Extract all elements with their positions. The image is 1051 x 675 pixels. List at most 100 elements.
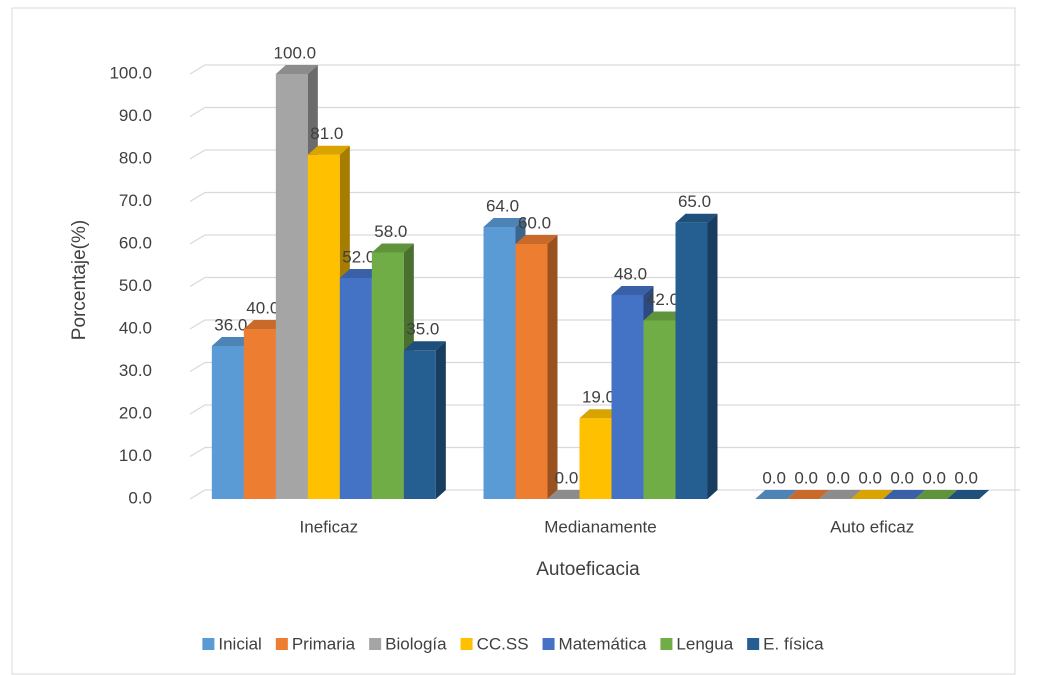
bar-top [243,320,286,329]
grid-line [189,361,1020,373]
bar [611,295,644,499]
legend-label: CC.SS [477,634,529,653]
y-tick-label: 100.0 [109,63,152,82]
bar-top [211,337,254,346]
value-label: 0.0 [762,468,786,487]
value-label: 64.0 [486,196,519,215]
bar [675,222,708,499]
value-label: 52.0 [342,247,375,266]
value-label: 36.0 [214,315,247,334]
bar-top [643,311,686,321]
bar [403,350,436,499]
bar-side [547,235,558,499]
bar-top [675,213,718,223]
y-axis-title: Porcentaje(%) [69,220,90,340]
bar-top [275,65,318,74]
value-label: 0.0 [826,468,850,487]
bar-top [483,218,526,227]
grid-line [189,234,1020,245]
bar-top [307,145,350,155]
grid-line [189,64,1020,75]
bar-top [371,243,414,253]
y-tick-label: 10.0 [119,446,152,465]
bar-top [579,409,622,419]
legend-swatch [660,638,673,650]
value-label: 60.0 [518,213,551,232]
y-tick-label: 80.0 [119,148,152,167]
bar-top [755,490,798,499]
value-label: 65.0 [678,192,711,211]
bar-top [819,490,862,499]
bar-top [403,341,446,351]
value-label: 0.0 [794,468,818,487]
grid-line [189,191,1020,203]
value-label: 0.0 [555,468,579,487]
value-label: 48.0 [614,264,647,283]
bar-top [515,235,558,244]
grid-line [189,276,1020,288]
bar-side [435,341,446,499]
bar [643,320,676,499]
legend-label: Inicial [218,634,261,653]
value-label: 35.0 [406,320,439,339]
bar-top [339,269,382,278]
legend-label: Biología [385,634,447,653]
bar [515,244,548,499]
value-label: 0.0 [890,468,914,487]
bar-top [915,490,958,499]
y-tick-label: 0.0 [128,488,152,507]
legend-swatch [275,638,288,650]
y-tick-label: 20.0 [119,403,152,422]
y-tick-label: 50.0 [119,276,152,295]
legend-label: Matemática [559,634,647,653]
bar [307,154,340,499]
y-tick-label: 90.0 [119,106,152,125]
value-label: 81.0 [310,124,343,143]
bar-side [707,213,718,499]
legend-swatch [747,638,760,650]
grid-line [189,404,1020,415]
bar [275,74,308,499]
bar-top [547,490,590,499]
bar-top [851,490,894,499]
value-label: 42.0 [646,290,679,309]
bar-top [611,286,654,295]
bar [211,346,244,499]
value-label: 40.0 [246,298,279,317]
grid-line [189,106,1020,118]
value-label: 0.0 [954,468,978,487]
legend-swatch [202,638,215,650]
x-tick-label: Medianamente [544,517,656,536]
grid-line [189,489,1020,500]
bar [371,252,404,499]
bar-top [947,490,990,499]
grid-line [189,149,1020,160]
legend-label: Lengua [676,634,733,653]
legend-swatch [369,638,382,650]
value-label: 58.0 [374,222,407,241]
x-axis-title: Autoeficacia [536,559,640,580]
value-label: 19.0 [582,388,615,407]
bar [483,227,516,499]
bar [579,418,612,499]
grid-line [189,446,1020,458]
legend-swatch [542,638,555,650]
legend-label: Primaria [292,634,356,653]
y-tick-label: 30.0 [119,361,152,380]
bar-top [883,490,926,499]
value-label: 100.0 [274,43,317,62]
x-tick-label: Auto eficaz [830,517,914,536]
y-tick-label: 70.0 [119,191,152,210]
x-tick-label: Ineficaz [300,517,359,536]
legend-swatch [460,638,473,650]
bar [339,278,372,499]
value-label: 0.0 [858,468,882,487]
value-label: 0.0 [922,468,946,487]
bar [243,329,276,499]
y-tick-label: 60.0 [119,233,152,252]
grid-line [189,319,1020,330]
bar-top [787,490,830,499]
legend-label: E. física [763,634,824,653]
y-tick-label: 40.0 [119,318,152,337]
